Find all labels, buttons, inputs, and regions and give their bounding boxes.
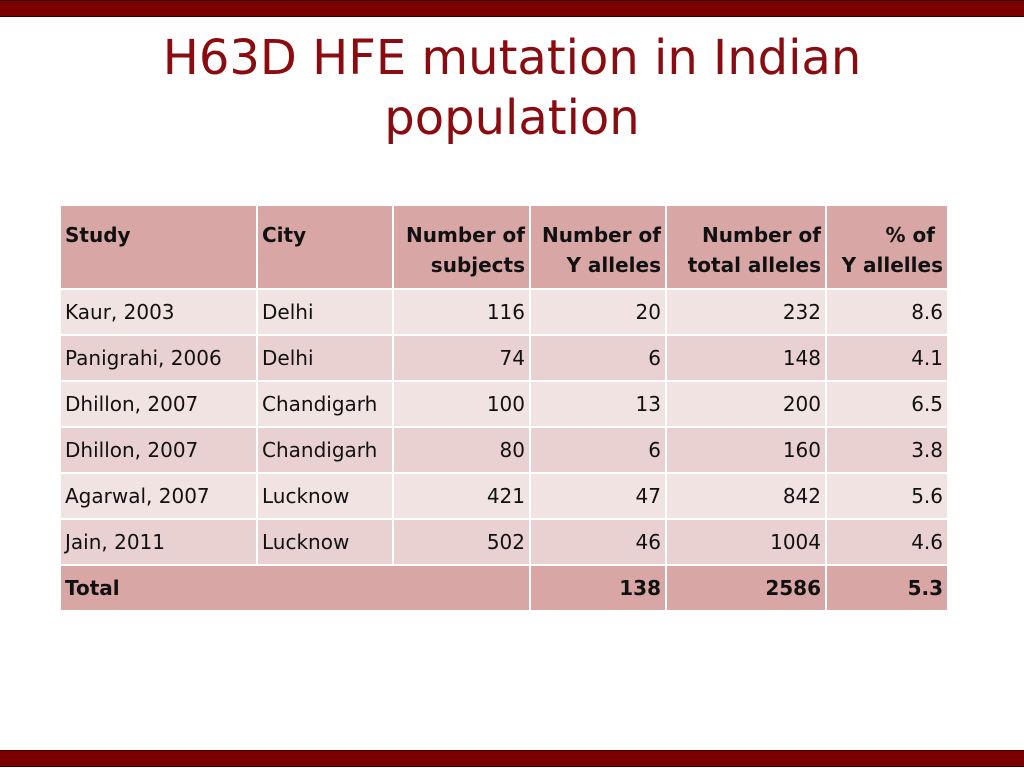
header-subjects: Number of subjects <box>392 204 531 290</box>
cell-total-alleles: 1004 <box>665 518 827 566</box>
cell-total-alleles: 160 <box>665 426 827 474</box>
table-row: Dhillon, 2007 Chandigarh 100 13 200 6.5 <box>59 380 949 428</box>
table-row: Jain, 2011 Lucknow 502 46 1004 4.6 <box>59 518 949 566</box>
cell-y-alleles: 6 <box>529 334 667 382</box>
cell-city: Lucknow <box>256 472 394 520</box>
cell-total-alleles: 148 <box>665 334 827 382</box>
cell-percent: 5.6 <box>825 472 949 520</box>
cell-y-alleles: 13 <box>529 380 667 428</box>
header-subjects-line-1: Number of <box>406 223 525 247</box>
header-y-alleles-line-2: Y alleles <box>566 253 661 277</box>
cell-y-alleles: 46 <box>529 518 667 566</box>
slide-title-line-2: population <box>384 90 640 146</box>
cell-study: Dhillon, 2007 <box>59 380 258 428</box>
table-row: Panigrahi, 2006 Delhi 74 6 148 4.1 <box>59 334 949 382</box>
header-city: City <box>256 204 394 290</box>
header-y-alleles-line-1: Number of <box>542 223 661 247</box>
cell-subjects: 100 <box>392 380 531 428</box>
total-y-alleles: 138 <box>529 564 667 612</box>
cell-study: Dhillon, 2007 <box>59 426 258 474</box>
header-total-alleles-line-1: Number of <box>702 223 821 247</box>
hfe-mutation-table: Study City Number of subjects Number of … <box>59 204 949 612</box>
cell-study: Kaur, 2003 <box>59 288 258 336</box>
header-percent-line-2: Y allelles <box>841 253 943 277</box>
cell-y-alleles: 6 <box>529 426 667 474</box>
cell-subjects: 74 <box>392 334 531 382</box>
cell-subjects: 80 <box>392 426 531 474</box>
header-percent-line-1: % of <box>885 223 935 247</box>
header-subjects-line-2: subjects <box>430 253 525 277</box>
cell-percent: 8.6 <box>825 288 949 336</box>
slide-title-line-1: H63D HFE mutation in Indian <box>162 30 862 86</box>
cell-city: Lucknow <box>256 518 394 566</box>
cell-percent: 4.1 <box>825 334 949 382</box>
header-total-alleles-line-2: total alleles <box>687 253 821 277</box>
cell-subjects: 502 <box>392 518 531 566</box>
top-decorative-bar <box>0 0 1024 17</box>
table-row: Kaur, 2003 Delhi 116 20 232 8.6 <box>59 288 949 336</box>
header-total-alleles: Number of total alleles <box>665 204 827 290</box>
cell-city: Chandigarh <box>256 426 394 474</box>
cell-percent: 4.6 <box>825 518 949 566</box>
cell-city: Delhi <box>256 334 394 382</box>
total-total-alleles: 2586 <box>665 564 827 612</box>
cell-city: Chandigarh <box>256 380 394 428</box>
table-header-row: Study City Number of subjects Number of … <box>59 204 949 290</box>
total-percent: 5.3 <box>825 564 949 612</box>
cell-y-alleles: 47 <box>529 472 667 520</box>
cell-subjects: 421 <box>392 472 531 520</box>
cell-percent: 6.5 <box>825 380 949 428</box>
cell-total-alleles: 232 <box>665 288 827 336</box>
cell-study: Agarwal, 2007 <box>59 472 258 520</box>
cell-percent: 3.8 <box>825 426 949 474</box>
header-percent: % of Y allelles <box>825 204 949 290</box>
table-row: Dhillon, 2007 Chandigarh 80 6 160 3.8 <box>59 426 949 474</box>
cell-y-alleles: 20 <box>529 288 667 336</box>
header-y-alleles: Number of Y alleles <box>529 204 667 290</box>
table-row: Agarwal, 2007 Lucknow 421 47 842 5.6 <box>59 472 949 520</box>
slide-title: H63D HFE mutation in Indian population <box>60 28 964 148</box>
cell-study: Jain, 2011 <box>59 518 258 566</box>
cell-subjects: 116 <box>392 288 531 336</box>
total-label: Total <box>59 564 531 612</box>
header-study: Study <box>59 204 258 290</box>
table-total-row: Total 138 2586 5.3 <box>59 564 949 612</box>
cell-city: Delhi <box>256 288 394 336</box>
bottom-decorative-bar <box>0 750 1024 767</box>
cell-total-alleles: 842 <box>665 472 827 520</box>
cell-total-alleles: 200 <box>665 380 827 428</box>
cell-study: Panigrahi, 2006 <box>59 334 258 382</box>
